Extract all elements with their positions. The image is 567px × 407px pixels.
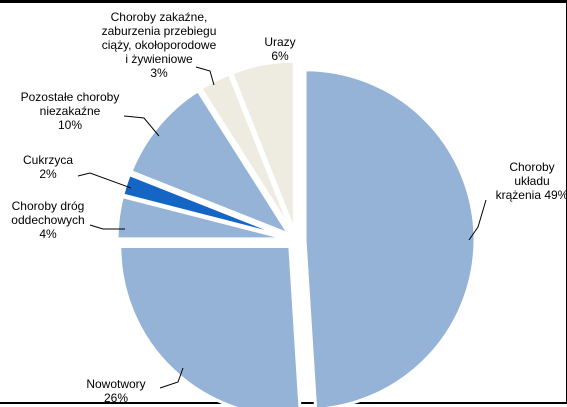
data-label-line: 10%: [58, 118, 82, 132]
leader-line-choroby-drog-oddechowych: [89, 224, 125, 230]
pie-slice-nowotwory: [118, 245, 302, 407]
data-label-line: Urazy: [264, 35, 295, 49]
pie-slice-choroby-ukladu-krazenia: [303, 68, 477, 407]
pie-slices: [115, 59, 477, 407]
data-label-line: układu: [514, 174, 549, 188]
leader-line-choroby-zakazne: [195, 66, 215, 86]
data-label-line: oddechowych: [11, 213, 84, 227]
data-label-line: 3%: [150, 66, 168, 80]
data-label-line: Cukrzyca: [23, 153, 73, 167]
data-label-line: krążenia 49%: [496, 188, 567, 202]
data-labels: Choroby układu krążenia 49% Nowotwory 26% Cho…: [11, 10, 567, 405]
data-label-line: Pozostałe choroby: [21, 90, 120, 104]
pie-slice-urazy: [230, 59, 296, 233]
data-label-line: 6%: [271, 49, 289, 63]
pie-slice-pozostale-choroby-niezakazne: [129, 89, 291, 236]
data-label-line: 2%: [39, 167, 57, 181]
data-label-nowotwory: Nowotwory 26%: [86, 377, 145, 405]
leader-line-choroby-ukladu-krazenia: [468, 199, 487, 241]
data-label-line: Choroby zakaźne,: [111, 10, 208, 24]
data-label-line: niezakaźne: [40, 104, 101, 118]
data-label-urazy: Urazy 6%: [264, 35, 295, 63]
data-label-choroby-drog-oddechowych: Choroby dróg oddechowych 4%: [11, 199, 84, 241]
data-label-line: Nowotwory: [86, 377, 145, 391]
data-label-line: 26%: [104, 391, 128, 405]
leader-line-nowotwory: [159, 367, 184, 389]
leader-line-cukrzyca: [77, 172, 132, 189]
data-label-line: i żywieniowe: [125, 52, 193, 66]
pie-slice-choroby-drog-oddechowych: [115, 195, 289, 241]
leader-lines: [77, 66, 487, 389]
pie-slice-cukrzyca: [121, 173, 289, 239]
data-label-line: Choroby dróg: [12, 199, 85, 213]
data-label-line: ciąży, okołoporodowe: [102, 38, 217, 52]
data-label-choroby-ukladu-krazenia: Choroby układu krążenia 49%: [496, 160, 567, 202]
pie-chart: Choroby układu krążenia 49% Nowotwory 26% Cho…: [11, 10, 567, 407]
data-label-cukrzyca: Cukrzyca 2%: [23, 153, 73, 181]
data-label-line: 4%: [39, 227, 57, 241]
pie-slice-choroby-zakazne: [199, 72, 294, 234]
data-label-line: Choroby: [509, 160, 554, 174]
data-label-choroby-zakazne: Choroby zakaźne, zaburzenia przebiegu ciąż…: [102, 10, 217, 80]
data-label-line: zaburzenia przebiegu: [102, 24, 217, 38]
data-label-pozostale-choroby-niezakazne: Pozostałe choroby niezakaźne 10%: [21, 90, 120, 132]
leader-line-pozostale-choroby-niezakazne: [123, 115, 160, 137]
